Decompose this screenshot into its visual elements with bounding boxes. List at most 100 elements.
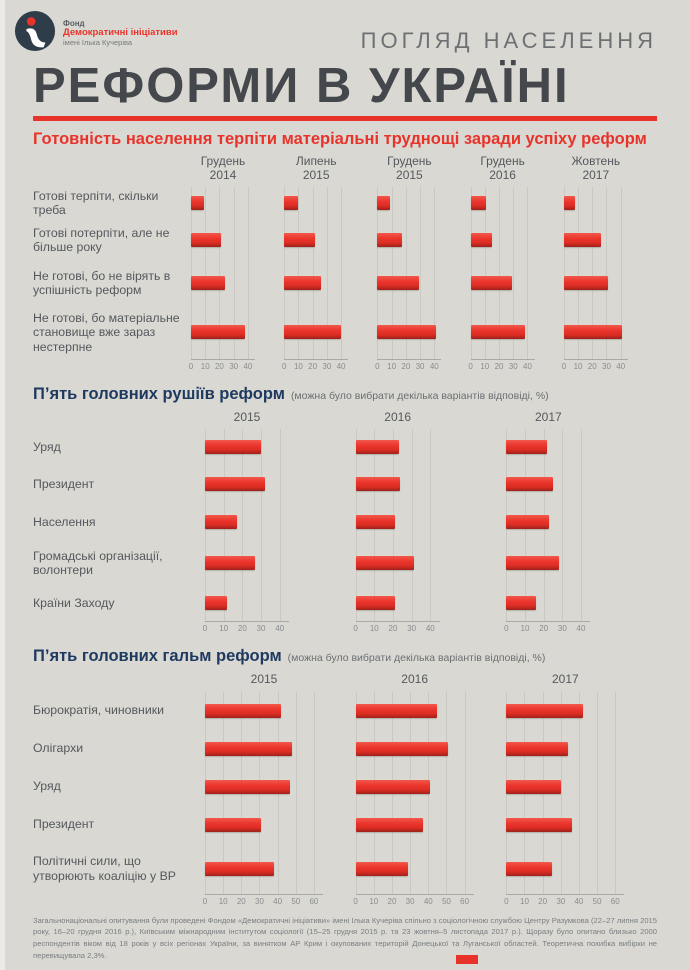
gridline xyxy=(592,187,594,360)
x-axis: 0 10 20 30 40 xyxy=(468,359,535,372)
gridline xyxy=(284,187,286,360)
bar-row xyxy=(284,219,348,261)
bar-row xyxy=(506,541,590,585)
axis-tick-label: 10 xyxy=(387,362,397,372)
series-header: 2016 xyxy=(401,672,428,687)
gridline xyxy=(420,187,422,360)
bar-row xyxy=(355,585,440,621)
bar-row xyxy=(355,768,474,806)
axis-tick-label: 10 xyxy=(369,896,379,906)
bar-row xyxy=(470,187,535,219)
bar-row xyxy=(191,219,255,261)
gridline xyxy=(233,187,235,360)
bar xyxy=(205,477,265,492)
gridline xyxy=(562,429,564,622)
bar-row xyxy=(355,730,474,768)
logo-text: Фонд Демократичні ініціативи імені Ілька… xyxy=(63,19,178,48)
bar-chart: 0 10 20 30 40 xyxy=(375,187,442,372)
gridline xyxy=(219,187,221,360)
x-axis: 0 10 20 30 40 xyxy=(504,621,591,634)
section-title: П’ять головних гальм реформ xyxy=(33,647,282,666)
category-label: Населення xyxy=(33,515,96,530)
axis-tick-label: 40 xyxy=(429,362,439,372)
subtitle: ПОГЛЯД НАСЕЛЕННЯ xyxy=(360,28,657,53)
bar-chart: 0 10 20 30 40 xyxy=(353,429,440,634)
series-header: 2015 xyxy=(250,672,278,687)
bar xyxy=(355,477,401,492)
bar-chart: 0 10 20 30 40 xyxy=(203,429,289,634)
axis-tick-label: 10 xyxy=(218,896,228,906)
series-header: Грудень 2016 xyxy=(480,154,525,183)
gridline xyxy=(578,691,580,894)
bar-chart: 0 10 20 30 40 xyxy=(562,187,628,372)
series-header: Липень 2015 xyxy=(295,154,337,183)
gridline xyxy=(470,187,472,360)
bar-row xyxy=(355,429,440,465)
x-axis: 0 10 20 30 40 xyxy=(203,621,289,634)
bar-row xyxy=(284,187,348,219)
bar-row xyxy=(205,768,323,806)
bar-row xyxy=(506,429,590,465)
section-note: (можна було вибрати декілька варіантів в… xyxy=(287,652,546,665)
series-header: 2017 xyxy=(551,672,579,687)
axis-tick-label: 40 xyxy=(275,624,285,634)
axis-tick-label: 60 xyxy=(610,896,620,906)
bar-row xyxy=(284,261,348,305)
category-label: Не готові, бо матеріальне становище вже … xyxy=(33,310,180,354)
bar xyxy=(470,325,525,340)
logo: Фонд Демократичні ініціативи імені Ілька… xyxy=(14,10,178,57)
bar xyxy=(355,515,395,530)
logo-text-imeni: імені Ілька Кучеріва xyxy=(63,38,133,48)
x-axis: 0 10 20 30 40 50 60 xyxy=(504,893,625,907)
axis-tick-label: 20 xyxy=(237,624,247,634)
category-label: Політичні сили, що утворюють коаліцію у … xyxy=(33,854,176,883)
section-grid: 2015 2016 2017 Бюрократія, чиновники Олігарх… xyxy=(33,672,657,906)
bar-row xyxy=(470,219,535,261)
gridline xyxy=(606,187,608,360)
category-label: Громадські організації, волонтери xyxy=(33,548,163,578)
axis-tick-label: 0 xyxy=(353,624,358,634)
bar-row xyxy=(205,692,323,730)
axis-tick-label: 0 xyxy=(188,362,194,372)
bar-row xyxy=(506,585,590,621)
axis-tick-label: 40 xyxy=(273,896,283,906)
gridline xyxy=(499,187,501,360)
axis-tick-label: 20 xyxy=(538,896,548,906)
axis-tick-label: 10 xyxy=(293,362,303,372)
category-label: Президент xyxy=(33,817,95,832)
bar xyxy=(355,741,449,756)
category-label: Уряд xyxy=(33,440,61,455)
gridline xyxy=(620,187,622,360)
bar-row xyxy=(205,806,323,844)
gridline xyxy=(527,187,529,360)
axis-tick-label: 30 xyxy=(322,362,332,372)
bar xyxy=(355,817,423,832)
axis-tick-label: 20 xyxy=(388,624,398,634)
axis-tick-label: 20 xyxy=(494,362,504,372)
axis-tick-label: 30 xyxy=(407,624,417,634)
bar xyxy=(355,703,438,718)
bar-row xyxy=(205,585,289,621)
axis-tick-label: 0 xyxy=(375,362,380,372)
bar-row xyxy=(377,187,441,219)
axis-tick-label: 60 xyxy=(309,896,319,906)
bar xyxy=(355,779,431,794)
bar-row xyxy=(205,541,289,585)
axis-tick-label: 30 xyxy=(602,362,611,372)
axis-tick-label: 10 xyxy=(573,362,583,372)
section-title: Готовність населення терпіти матеріальні… xyxy=(33,130,647,148)
methodology-footnote: Загальнонаціональні опитування були пров… xyxy=(33,915,657,960)
axis-tick-label: 20 xyxy=(539,624,549,634)
bar xyxy=(506,779,561,794)
bar xyxy=(506,477,553,492)
gridline xyxy=(377,187,379,360)
axis-tick-label: 40 xyxy=(243,362,253,372)
axis-tick-label: 10 xyxy=(480,362,490,372)
bar xyxy=(191,196,204,211)
axis-tick-label: 40 xyxy=(425,624,435,634)
bar xyxy=(377,325,436,340)
axis-tick-label: 40 xyxy=(423,896,433,906)
bar-row xyxy=(563,261,628,305)
category-label: Бюрократія, чиновники xyxy=(33,703,164,718)
